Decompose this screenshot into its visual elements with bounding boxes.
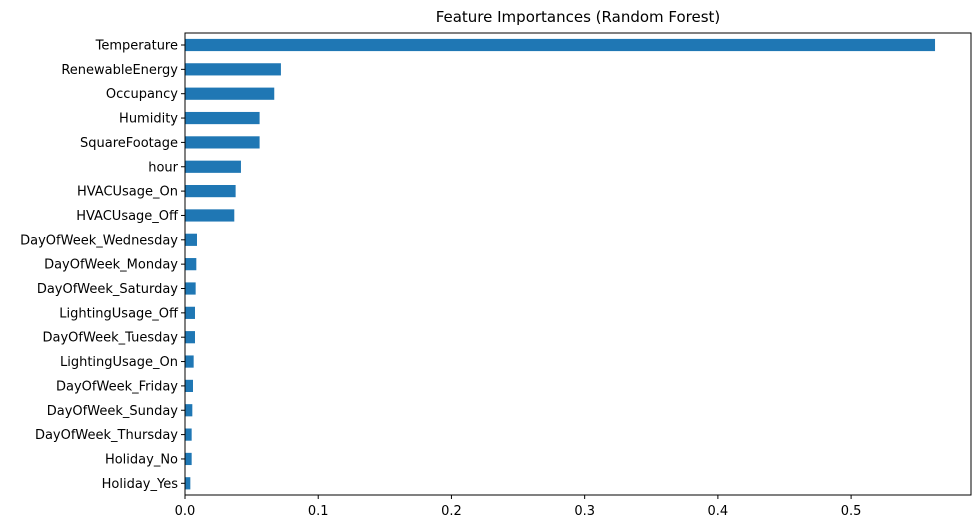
bar-Holiday_No <box>185 452 192 466</box>
bar-Occupancy <box>185 87 275 100</box>
y-tick-label: DayOfWeek_Wednesday <box>20 233 178 248</box>
y-tick-label: DayOfWeek_Tuesday <box>43 331 179 346</box>
x-tick-label: 0.5 <box>841 504 862 519</box>
y-tick-label: DayOfWeek_Sunday <box>47 404 179 419</box>
y-tick-label: hour <box>148 160 178 175</box>
y-tick-label: DayOfWeek_Thursday <box>35 428 178 443</box>
plot-frame <box>184 32 972 496</box>
y-tick-label: HVACUsage_On <box>77 185 178 200</box>
y-tick-label: LightingUsage_On <box>60 355 178 370</box>
y-tick-label: DayOfWeek_Saturday <box>37 282 178 297</box>
x-tick-label: 0.4 <box>708 504 729 519</box>
y-tick-label: Humidity <box>119 112 178 127</box>
y-tick-label: RenewableEnergy <box>61 63 178 78</box>
x-tick-label: 0.0 <box>175 504 196 519</box>
bar-LightingUsage_On <box>185 355 194 368</box>
y-tick-label: Holiday_Yes <box>102 477 179 492</box>
y-tick-label: DayOfWeek_Monday <box>44 258 178 273</box>
y-tick-label: Occupancy <box>106 87 178 102</box>
y-tick-label: HVACUsage_Off <box>76 209 179 224</box>
y-axis: Temperature RenewableEnergy Occupancy Humid… <box>20 39 185 492</box>
bar-Holiday_Yes <box>185 477 191 490</box>
bar-DayOfWeek_Thursday <box>185 428 192 441</box>
y-tick-label: Holiday_No <box>105 452 178 467</box>
y-tick-label: DayOfWeek_Friday <box>56 379 178 394</box>
chart-title: Feature Importances (Random Forest) <box>436 8 721 26</box>
bar-LightingUsage_Off <box>185 306 195 319</box>
x-axis: 0.0 0.1 0.2 0.3 0.4 0.5 <box>175 495 862 519</box>
bars-layer <box>185 38 936 490</box>
bar-DayOfWeek_Saturday <box>185 282 196 295</box>
bar-HVACUsage_Off <box>185 209 235 222</box>
bar-DayOfWeek_Wednesday <box>185 233 197 246</box>
bar-RenewableEnergy <box>185 63 281 76</box>
bar-SquareFootage <box>185 136 260 149</box>
y-tick-label: LightingUsage_Off <box>59 306 179 321</box>
y-tick-label: Temperature <box>95 39 178 54</box>
bar-Temperature <box>185 38 936 52</box>
bar-DayOfWeek_Sunday <box>185 404 193 417</box>
y-tick-label: SquareFootage <box>80 136 178 151</box>
bar-DayOfWeek_Tuesday <box>185 331 195 344</box>
bar-HVACUsage_On <box>185 185 236 198</box>
x-tick-label: 0.1 <box>308 504 329 519</box>
x-tick-label: 0.2 <box>441 504 462 519</box>
bar-Humidity <box>185 111 260 125</box>
x-tick-label: 0.3 <box>574 504 595 519</box>
bar-DayOfWeek_Monday <box>185 258 197 271</box>
bar-DayOfWeek_Friday <box>185 379 193 392</box>
bar-hour <box>185 160 241 173</box>
